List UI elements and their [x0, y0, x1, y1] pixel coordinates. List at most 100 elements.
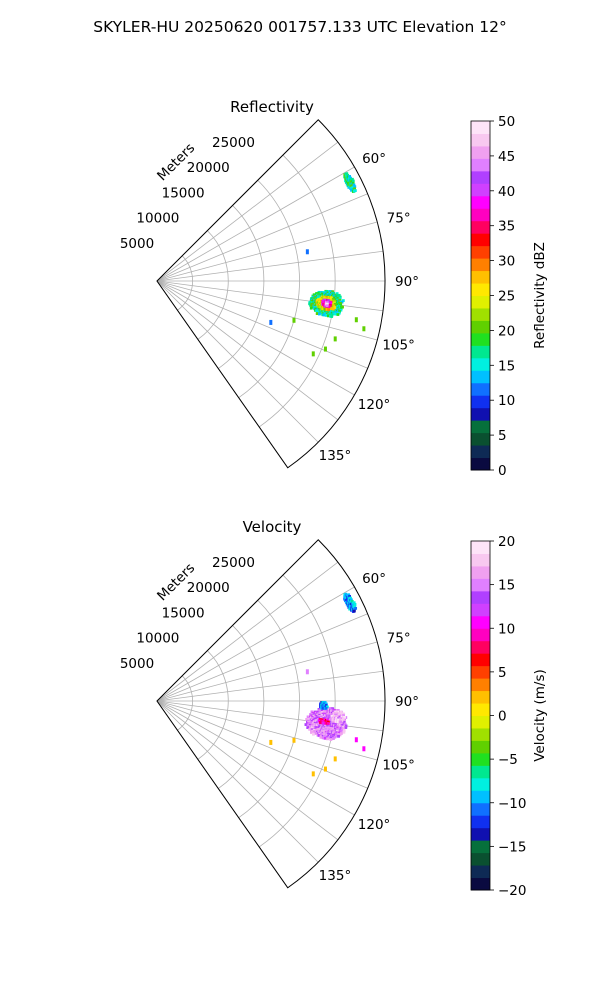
echo-gate: [305, 717, 309, 721]
colorbar: 0 5 10 15 20 25 30 35 40 45 50 Reflectivity dBZ: [470, 114, 548, 479]
echo-speck: [292, 737, 296, 743]
colorbar-swatch: [471, 715, 490, 729]
azimuth-spoke: [156, 166, 355, 282]
colorbar-swatch: [471, 665, 490, 679]
colorbar-swatch: [471, 703, 490, 716]
echo-gate: [330, 708, 333, 712]
echo-speck: [292, 317, 296, 323]
echo-gate: [332, 291, 336, 295]
range-ring: [258, 154, 336, 428]
echo-gate: [340, 300, 344, 304]
colorbar-swatch: [471, 565, 490, 579]
colorbar-swatch: [471, 777, 490, 791]
echo-speck: [333, 756, 337, 762]
echo-gate: [342, 720, 346, 724]
echo-gate: [340, 732, 343, 735]
echo-gate: [327, 308, 331, 312]
azimuth-spoke: [156, 670, 384, 702]
echo-gate: [310, 710, 314, 714]
colorbar-swatch: [471, 615, 490, 629]
azimuth-spoke: [156, 280, 384, 312]
echo-gate: [329, 296, 333, 300]
echo-gate: [342, 729, 346, 733]
azimuth-spoke: [156, 561, 339, 702]
echo-gate: [337, 734, 340, 738]
echo-gate: [306, 726, 310, 729]
reflectivity-panel: Reflectivity500010000150002000025000Mete…: [120, 98, 548, 479]
range-tick-label: 10000: [136, 631, 179, 647]
echo-speck: [269, 319, 273, 325]
colorbar-tick-label: −15: [498, 839, 527, 855]
echo-gate: [339, 302, 343, 305]
colorbar-swatch: [471, 865, 490, 879]
echo-gate: [331, 290, 335, 294]
colorbar-swatch: [471, 877, 490, 891]
colorbar-tick-label: 45: [498, 149, 515, 165]
colorbar-swatch: [471, 220, 490, 234]
echo-gate: [332, 708, 336, 712]
echo-gate: [349, 596, 352, 600]
colorbar-swatch: [471, 295, 490, 309]
echo-gate: [310, 304, 314, 307]
azimuth-spoke: [156, 193, 368, 282]
echo-gate: [310, 731, 313, 734]
echo-gate: [342, 730, 346, 734]
echo-gate: [350, 598, 353, 602]
echo-gate: [322, 313, 326, 317]
colorbar-swatch: [471, 852, 490, 866]
range-tick-label: 20000: [187, 160, 230, 176]
echo-gate: [338, 733, 342, 737]
echo-gate: [319, 735, 323, 739]
echo-gate: [330, 315, 334, 318]
echo-gate: [353, 189, 357, 192]
colorbar-tick-label: 20: [498, 323, 515, 339]
colorbar-swatch: [471, 590, 490, 604]
echo-gate: [337, 311, 341, 315]
azimuth-spoke: [156, 280, 339, 421]
echo-gate: [324, 702, 328, 706]
colorbar-swatch: [471, 270, 490, 284]
echo-gate: [331, 707, 335, 711]
azimuth-spoke: [156, 700, 368, 789]
echo-gate: [323, 736, 327, 740]
azimuth-spoke: [156, 221, 378, 282]
colorbar-tick-label: 15: [498, 578, 515, 594]
azimuth-tick-label: 60°: [362, 571, 386, 587]
echo-gate: [343, 716, 346, 719]
echo-gate: [315, 312, 319, 315]
echo-gate: [348, 175, 352, 178]
echo-gate: [353, 605, 357, 609]
echo-gate: [332, 298, 335, 301]
colorbar-swatch: [471, 332, 490, 346]
echo-gate: [341, 305, 344, 309]
colorbar-swatch: [471, 233, 490, 247]
azimuth-spoke: [156, 613, 368, 702]
range-ring: [197, 230, 229, 340]
echo-gate: [353, 187, 356, 191]
echo-gate: [324, 706, 328, 710]
colorbar-swatch: [471, 320, 490, 334]
colorbar-swatch: [471, 628, 490, 642]
azimuth-tick-label: 90°: [395, 694, 419, 710]
echo-speck: [323, 766, 327, 772]
colorbar-swatch: [471, 158, 490, 172]
sector-outline: [156, 539, 386, 889]
colorbar-label: Velocity (m/s): [532, 669, 548, 762]
echo-gate: [330, 313, 334, 317]
colorbar-tick-label: 35: [498, 219, 515, 235]
echo-gate: [339, 308, 343, 312]
echo-gate: [352, 601, 356, 605]
echo-gate: [334, 311, 338, 314]
colorbar-tick-label: 0: [498, 463, 507, 479]
echo-speck: [362, 326, 366, 332]
colorbar-swatch: [471, 445, 490, 459]
echo-gate: [351, 179, 355, 183]
colorbar-tick-label: −5: [498, 752, 518, 768]
echo-gate: [332, 737, 335, 740]
colorbar-swatch: [471, 727, 490, 741]
colorbar-swatch: [471, 420, 490, 434]
colorbar-swatch: [471, 457, 490, 471]
echo-gate: [347, 593, 351, 597]
echo-gate: [335, 293, 339, 297]
panel-title: Velocity: [243, 518, 302, 536]
